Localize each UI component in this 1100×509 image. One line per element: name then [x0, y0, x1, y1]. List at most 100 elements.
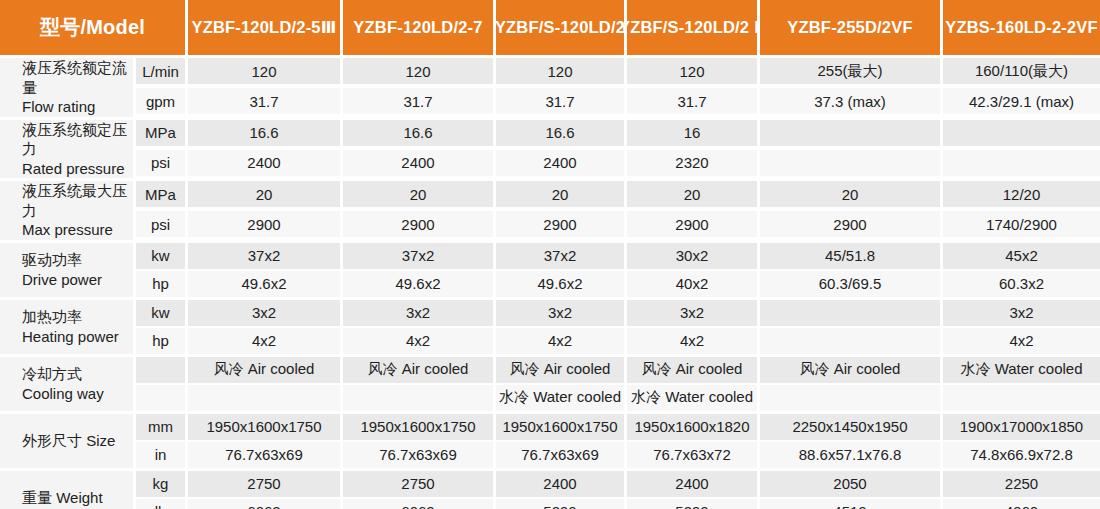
- spec-group-label-en: Max pressure: [22, 220, 113, 240]
- unit-cell: kw: [136, 300, 185, 326]
- spec-group-label-zh: 冷却方式: [22, 364, 82, 384]
- spec-group-label: 冷却方式Cooling way: [0, 357, 133, 411]
- spec-group-label: 液压系统最大压力Max pressure: [0, 181, 133, 240]
- value-cell: 4x2: [943, 328, 1100, 354]
- spec-group-label-zh: 外形尺寸 Size: [22, 431, 115, 451]
- spec-group-label-en: Heating power: [22, 327, 119, 347]
- value-cell: 1950x1600x1750: [188, 414, 340, 440]
- model-header-row: 型号/Model YZBF-120LD/2-5ⅢYZBF-120LD/2-7YZ…: [0, 0, 1100, 55]
- value-cell: 60.3/69.5: [760, 271, 940, 297]
- value-cell: 76.7x63x69: [188, 442, 340, 468]
- value-cell: 4x2: [343, 328, 493, 354]
- value-cell: 120: [343, 58, 493, 84]
- value-cell: 2750: [343, 471, 493, 497]
- unit-cell: psi: [136, 211, 185, 237]
- value-cell: 74.8x66.9x72.8: [943, 442, 1100, 468]
- value-cell: 45x2: [943, 243, 1100, 269]
- value-cell: 31.7: [627, 88, 757, 114]
- unit-cell: in: [136, 442, 185, 468]
- value-cell: 60.3x2: [943, 271, 1100, 297]
- unit-cell: lb: [136, 499, 185, 509]
- value-cell: 风冷 Air cooled: [188, 357, 340, 383]
- model-header-cell: YZBF/S-120LD/2 Ⅱ: [627, 0, 757, 55]
- value-cell: 20: [496, 181, 624, 207]
- value-cell: 76.7x63x69: [496, 442, 624, 468]
- value-cell: 30x2: [627, 243, 757, 269]
- spec-group-label: 液压系统额定压力Rated pressure: [0, 120, 133, 179]
- value-cell: [943, 385, 1100, 411]
- value-cell: 2900: [760, 211, 940, 237]
- value-cell: 120: [496, 58, 624, 84]
- spec-group-label-zh: 液压系统最大压力: [22, 181, 133, 220]
- value-cell: 2900: [496, 211, 624, 237]
- value-cell: 2400: [343, 150, 493, 176]
- model-header-label: 型号/Model: [0, 0, 185, 55]
- unit-cell: L/min: [136, 58, 185, 84]
- spec-group-label: 液压系统额定流量Flow rating: [0, 58, 133, 117]
- value-cell: 2250x1450x1950: [760, 414, 940, 440]
- value-cell: 4960: [943, 499, 1100, 509]
- unit-cell: hp: [136, 271, 185, 297]
- value-cell: 16.6: [188, 120, 340, 146]
- value-cell: 76.7x63x72: [627, 442, 757, 468]
- value-cell: 37x2: [496, 243, 624, 269]
- model-header-cell: YZBF-120LD/2-7: [343, 0, 493, 55]
- value-cell: 2250: [943, 471, 1100, 497]
- spec-group-label-zh: 重量 Weight: [22, 488, 103, 508]
- value-cell: 2050: [760, 471, 940, 497]
- value-cell: 1950x1600x1750: [343, 414, 493, 440]
- value-cell: 37.3 (max): [760, 88, 940, 114]
- unit-cell: psi: [136, 150, 185, 176]
- value-cell: 3x2: [188, 300, 340, 326]
- value-cell: 2320: [627, 150, 757, 176]
- spec-group-label-en: Cooling way: [22, 384, 104, 404]
- value-cell: 88.6x57.1x76.8: [760, 442, 940, 468]
- unit-cell: gpm: [136, 88, 185, 114]
- unit-cell: mm: [136, 414, 185, 440]
- spec-group-label-en: Rated pressure: [22, 159, 125, 179]
- value-cell: [760, 385, 940, 411]
- value-cell: 45/51.8: [760, 243, 940, 269]
- value-cell: 49.6x2: [343, 271, 493, 297]
- spec-group-label: 外形尺寸 Size: [0, 414, 133, 468]
- model-header-cell: YZBS-160LD-2-2VF: [943, 0, 1100, 55]
- value-cell: 160/110(最大): [943, 58, 1100, 84]
- value-cell: 水冷 Water cooled: [496, 385, 624, 411]
- value-cell: 5290: [627, 499, 757, 509]
- value-cell: 6062: [188, 499, 340, 509]
- model-header-cell: YZBF/S-120LD/2: [496, 0, 624, 55]
- model-header-cell: YZBF-255D/2VF: [760, 0, 940, 55]
- spec-table-body: 液压系统额定流量Flow ratingL/min120120120120255(…: [0, 58, 1100, 509]
- spec-table: 型号/Model YZBF-120LD/2-5ⅢYZBF-120LD/2-7YZ…: [0, 0, 1100, 509]
- spec-group: 液压系统额定流量Flow ratingL/min120120120120255(…: [0, 58, 1100, 117]
- value-cell: [188, 385, 340, 411]
- value-cell: 4x2: [496, 328, 624, 354]
- value-cell: 1740/2900: [943, 211, 1100, 237]
- unit-cell: MPa: [136, 181, 185, 207]
- spec-group-label-zh: 液压系统额定压力: [22, 120, 133, 159]
- value-cell: 31.7: [188, 88, 340, 114]
- model-header-cell: YZBF-120LD/2-5Ⅲ: [188, 0, 340, 55]
- spec-group: 加热功率Heating powerkw3x23x23x23x23x2hp4x24…: [0, 300, 1100, 354]
- value-cell: 2400: [188, 150, 340, 176]
- spec-group: 液压系统额定压力Rated pressureMPa16.616.616.616p…: [0, 120, 1100, 179]
- value-cell: 49.6x2: [188, 271, 340, 297]
- value-cell: 4510: [760, 499, 940, 509]
- value-cell: 16.6: [496, 120, 624, 146]
- value-cell: 风冷 Air cooled: [496, 357, 624, 383]
- spec-group-label-en: Drive power: [22, 270, 102, 290]
- value-cell: 37x2: [188, 243, 340, 269]
- value-cell: 风冷 Air cooled: [343, 357, 493, 383]
- value-cell: 12/20: [943, 181, 1100, 207]
- value-cell: 49.6x2: [496, 271, 624, 297]
- value-cell: 3x2: [343, 300, 493, 326]
- value-cell: 5290: [496, 499, 624, 509]
- value-cell: 2900: [627, 211, 757, 237]
- value-cell: 风冷 Air cooled: [627, 357, 757, 383]
- value-cell: [343, 385, 493, 411]
- value-cell: 2400: [496, 150, 624, 176]
- spec-group: 重量 Weightkg275027502400240020502250lb606…: [0, 471, 1100, 509]
- spec-group-label-zh: 驱动功率: [22, 250, 82, 270]
- unit-cell: MPa: [136, 120, 185, 146]
- unit-cell: [136, 385, 185, 411]
